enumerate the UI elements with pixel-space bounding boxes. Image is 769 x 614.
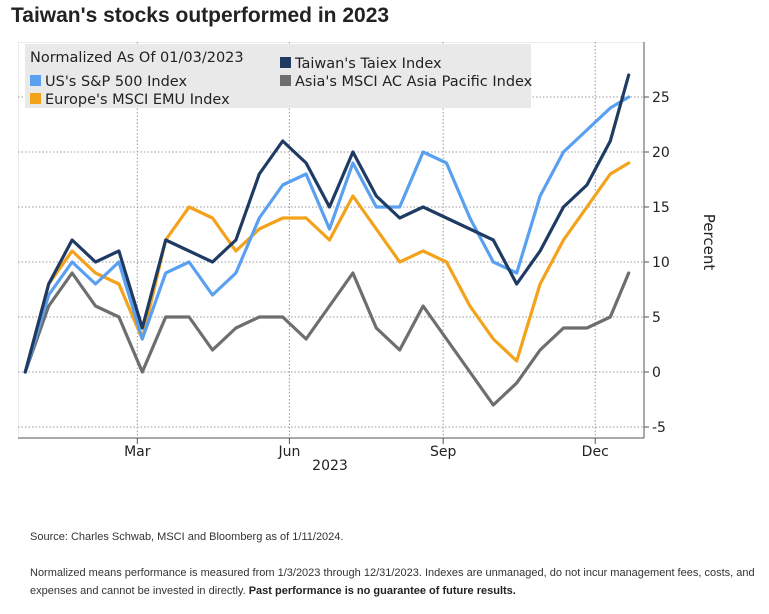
legend-background	[25, 44, 531, 108]
x-tick-label: Dec	[582, 444, 609, 460]
series-line-sp500	[23, 95, 631, 374]
footnote-disclaimer: Past performance is no guarantee of futu…	[248, 585, 516, 597]
x-axis: Mar Jun Sep Dec	[18, 437, 644, 460]
legend-swatch-europe	[30, 93, 41, 104]
chart-svg: -5 0 5 10 15 20 25 Mar Jun Sep Dec Normalized As …	[17, 41, 718, 474]
footnote-normalized: Normalized means performance is measured…	[30, 564, 765, 600]
y-tick-label: 15	[652, 200, 670, 216]
y-axis-label: Percent	[700, 214, 718, 271]
line-chart: -5 0 5 10 15 20 25 Mar Jun Sep Dec Normalized As …	[17, 41, 722, 482]
y-tick-label: 20	[652, 145, 670, 161]
footnote-normalized-text: Normalized means performance is measured…	[30, 567, 755, 597]
x-tick-label: Sep	[430, 444, 457, 460]
page-title: Taiwan's stocks outperformed in 2023	[11, 4, 390, 27]
y-tick-label: 25	[652, 90, 670, 106]
x-tick-label: Jun	[277, 444, 300, 460]
legend-label-sp500: US's S&P 500 Index	[45, 74, 187, 90]
series-line-msci_asia	[23, 271, 631, 407]
legend-label-taiwan: Taiwan's Taiex Index	[294, 56, 442, 72]
series-line-europe	[23, 161, 631, 374]
legend-header: Normalized As Of 01/03/2023	[30, 50, 244, 66]
legend: Normalized As Of 01/03/2023 Taiwan's Tai…	[25, 44, 533, 108]
legend-label-msci_asia: Asia's MSCI AC Asia Pacific Index	[295, 74, 533, 90]
legend-label-europe: Europe's MSCI EMU Index	[45, 92, 230, 108]
legend-swatch-msci_asia	[280, 75, 291, 86]
y-tick-label: 0	[652, 365, 661, 381]
y-tick-label: 5	[652, 310, 661, 326]
legend-swatch-taiwan	[280, 57, 291, 68]
y-tick-label: -5	[652, 420, 666, 436]
x-axis-label: 2023	[312, 458, 348, 474]
y-axis: -5 0 5 10 15 20 25	[643, 42, 670, 438]
x-tick-label: Mar	[124, 444, 151, 460]
footnote-source: Source: Charles Schwab, MSCI and Bloombe…	[30, 531, 344, 543]
series-lines	[23, 73, 631, 407]
series-line-taiwan	[23, 73, 631, 374]
y-tick-label: 10	[652, 255, 670, 271]
legend-swatch-sp500	[30, 75, 41, 86]
